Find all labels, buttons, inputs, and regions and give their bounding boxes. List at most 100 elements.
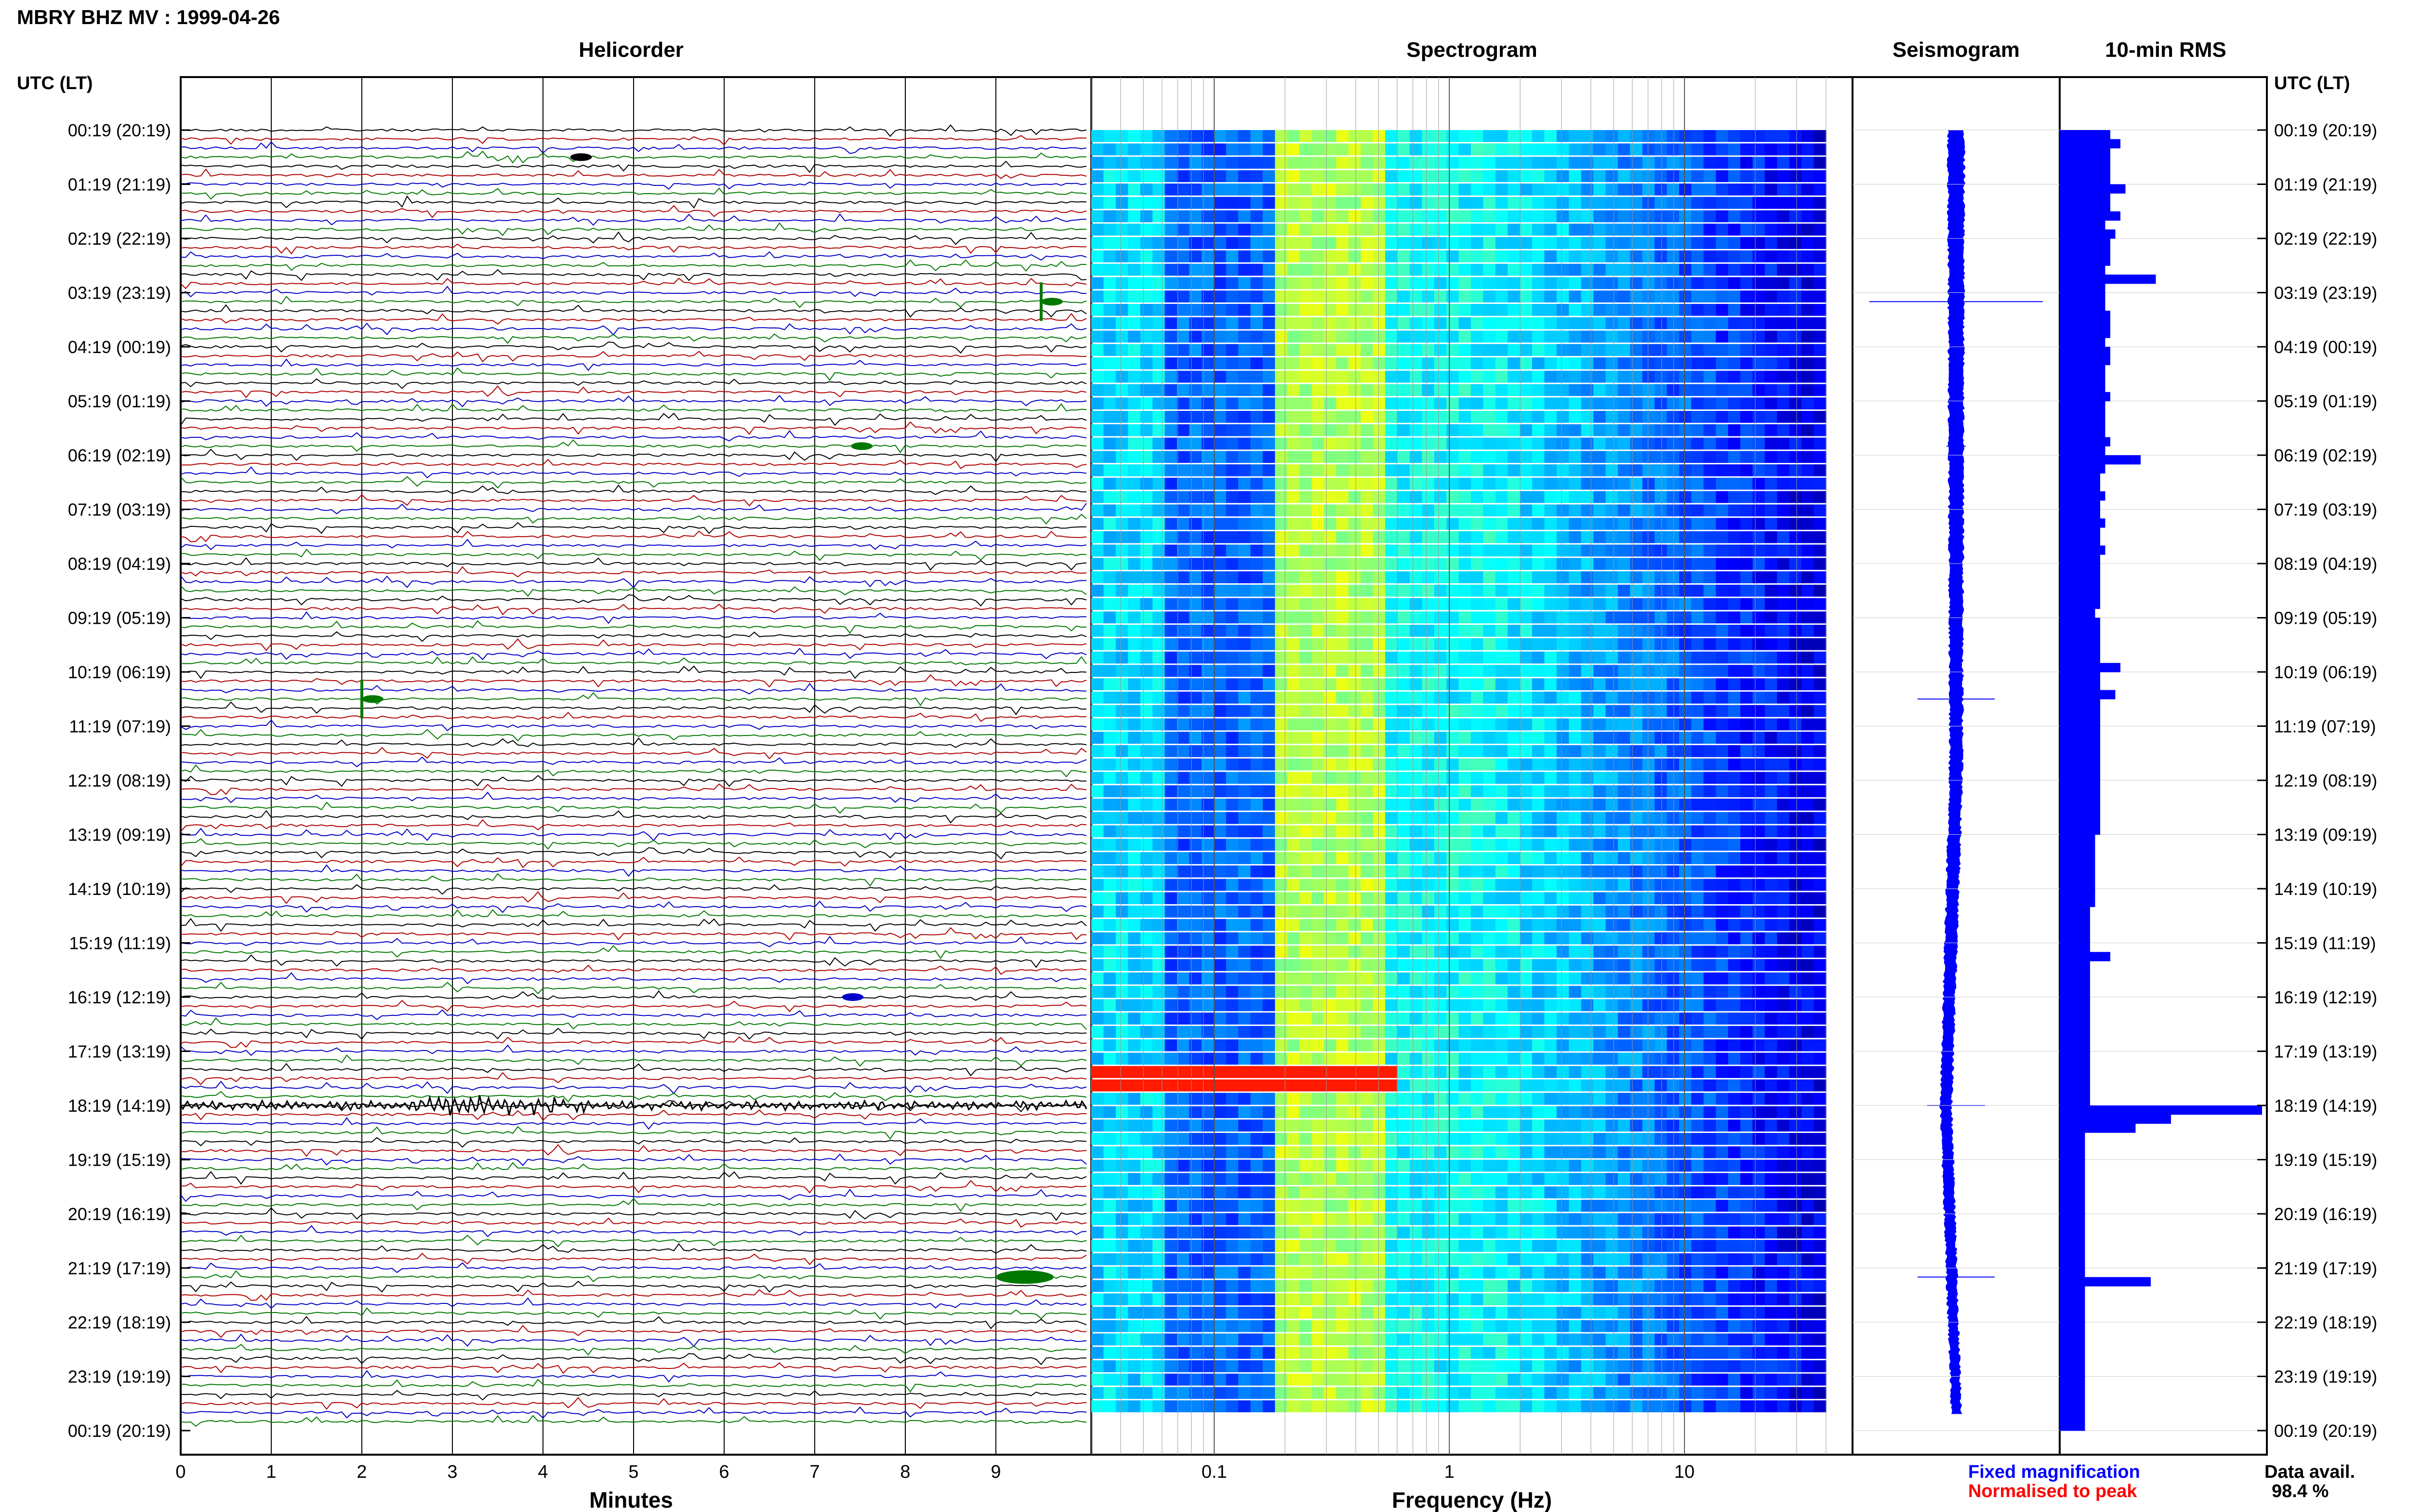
spectrogram-cell (1177, 758, 1190, 771)
spectrogram-cell (1813, 544, 1827, 557)
spectrogram-cell (1630, 477, 1643, 490)
spectrogram-cell (1520, 384, 1533, 396)
helicorder-trace (180, 430, 1087, 442)
spectrogram-cell (1716, 330, 1729, 343)
spectrogram-cell (1152, 772, 1165, 784)
spectrogram-cell (1287, 491, 1300, 503)
spectrogram-cell (1115, 946, 1128, 958)
spectrogram-cell (1691, 437, 1704, 450)
spectrogram-cell (1214, 1026, 1227, 1038)
helicorder-title: Helicorder (579, 38, 684, 62)
spectrogram-cell (1128, 1066, 1141, 1078)
spectrogram-cell (1703, 197, 1716, 209)
spectrogram-cell (1716, 1012, 1729, 1025)
spectrogram-cell (1777, 224, 1790, 236)
spectrogram-cell (1752, 946, 1765, 958)
spectrogram-cell (1630, 250, 1643, 263)
spectrogram-cell (1605, 812, 1618, 824)
spectrogram-cell (1508, 290, 1521, 302)
helicorder-trace (180, 378, 1087, 389)
spectrogram-cell (1397, 170, 1410, 183)
spectrogram-cell (1152, 384, 1165, 396)
spectrogram-cell (1177, 705, 1190, 717)
spectrogram-cell (1483, 531, 1496, 543)
spectrogram-cell (1655, 1186, 1668, 1198)
spectrogram-cell (1373, 1186, 1386, 1198)
spectrogram-cell (1703, 865, 1716, 878)
spectrogram-cell (1275, 184, 1288, 196)
spectrogram-cell (1373, 1159, 1386, 1172)
spectrogram-cell (1373, 1052, 1386, 1065)
helicorder-trace (180, 439, 1087, 453)
spectrogram-cell (1605, 370, 1618, 383)
spectrogram-cell (1324, 785, 1337, 798)
spectrogram-cell (1238, 250, 1251, 263)
spectrogram-cell (1373, 411, 1386, 423)
spectrogram-cell (1434, 558, 1447, 570)
spectrogram-cell (1703, 411, 1716, 423)
spectrogram-cell (1128, 130, 1141, 142)
spectrogram-cell (1152, 745, 1165, 757)
spectrogram-cell (1311, 1012, 1324, 1025)
spectrogram-cell (1177, 344, 1190, 356)
spectrogram-cell (1544, 825, 1557, 838)
spectrogram-cell (1128, 237, 1141, 249)
spectrogram-cell (1262, 1079, 1275, 1091)
spectrogram-cell (1532, 130, 1545, 142)
spectrogram-cell (1520, 1079, 1533, 1091)
spectrogram-cell (1642, 130, 1655, 142)
spectrogram-cell (1520, 237, 1533, 249)
spectrogram-cell (1422, 397, 1435, 409)
spectrogram-cell (1299, 825, 1312, 838)
spectrogram-cell (1446, 638, 1459, 650)
spectrogram-cell (1752, 906, 1765, 918)
spectrogram-cell (1740, 665, 1753, 677)
spectrogram-cell (1740, 1052, 1753, 1065)
spectrogram-cell (1115, 143, 1128, 156)
spectrogram-cell (1716, 986, 1729, 998)
spectrogram-cell (1189, 785, 1202, 798)
spectrogram-cell (1458, 799, 1471, 811)
spectrogram-cell (1593, 879, 1606, 891)
spectrogram-cell (1238, 651, 1251, 664)
spectrogram-cell (1569, 852, 1582, 864)
spectrogram-cell (1752, 678, 1765, 690)
spectrogram-cell (1373, 1026, 1386, 1038)
spectrogram-cell (1177, 504, 1190, 517)
spectrogram-cell (1324, 464, 1337, 476)
spectrogram-cell (1483, 839, 1496, 851)
spectrogram-cell (1569, 237, 1582, 249)
spectrogram-cell (1177, 799, 1190, 811)
spectrogram-cell (1655, 865, 1668, 878)
spectrogram-cell (1446, 424, 1459, 436)
spectrogram-cell (1324, 157, 1337, 169)
spectrogram-cell (1728, 678, 1741, 690)
spectrogram-cell (1165, 397, 1178, 409)
spectrogram-cell (1716, 544, 1729, 557)
spectrogram-cell (1152, 210, 1165, 223)
spectrogram-cell (1348, 892, 1361, 905)
spectrogram-cell (1128, 143, 1141, 156)
spectrogram-cell (1287, 932, 1300, 945)
spectrogram-cell (1422, 531, 1435, 543)
spectrogram-cell (1311, 865, 1324, 878)
spectrogram-cell (1324, 705, 1337, 717)
spectrogram-cell (1544, 1052, 1557, 1065)
spectrogram-cell (1728, 317, 1741, 329)
spectrogram-cell (1177, 598, 1190, 610)
spectrogram-cell (1764, 357, 1778, 369)
spectrogram-cell (1152, 879, 1165, 891)
spectrogram-cell (1801, 892, 1814, 905)
spectrogram-cell (1813, 491, 1827, 503)
spectrogram-cell (1311, 1133, 1324, 1145)
spectrogram-cell (1299, 250, 1312, 263)
spectrogram-cell (1691, 825, 1704, 838)
spectrogram-cell (1556, 224, 1569, 236)
spectrogram-cell (1299, 451, 1312, 463)
spectrogram-cell (1740, 464, 1753, 476)
spectrogram-cell (1397, 370, 1410, 383)
spectrogram-cell (1544, 932, 1557, 945)
spectrogram-cell (1091, 330, 1104, 343)
spectrogram-cell (1752, 959, 1765, 971)
spectrogram-cell (1520, 839, 1533, 851)
